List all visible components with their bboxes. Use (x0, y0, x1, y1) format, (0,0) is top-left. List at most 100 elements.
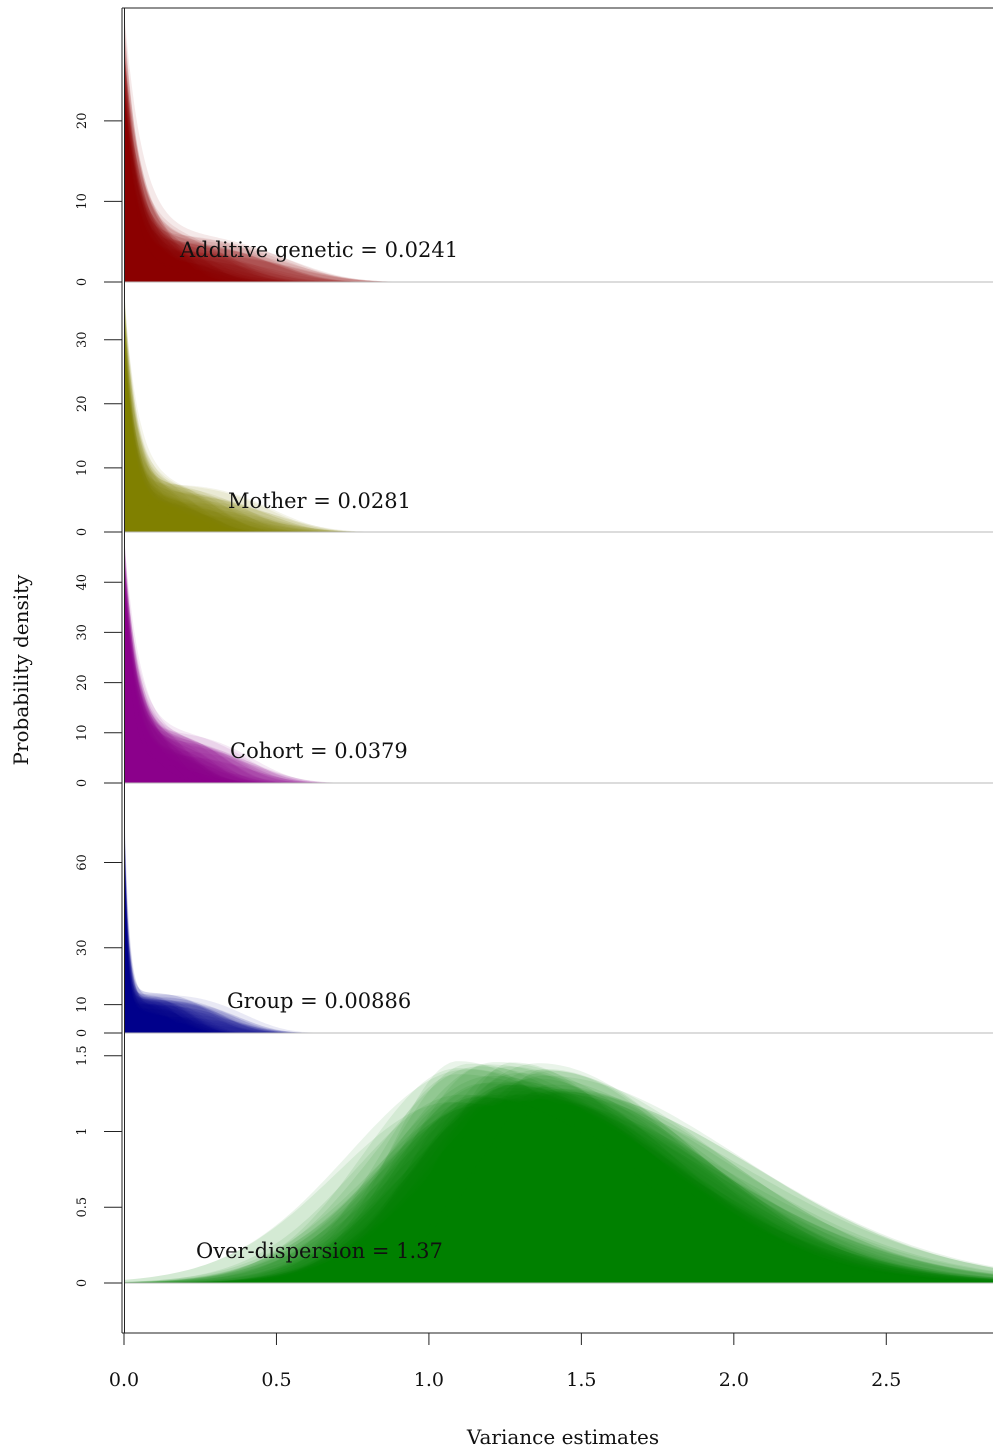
density-sample-curve (124, 1104, 993, 1283)
x-tick-label: 1.5 (566, 1369, 596, 1391)
density-sample-curve (124, 534, 399, 783)
density-sample-curve (124, 324, 399, 532)
density-sample-curve (124, 783, 399, 1033)
density-sample-curve (124, 295, 399, 532)
density-sample-curve (124, 1106, 993, 1283)
density-sample-curve (124, 291, 399, 532)
density-sample-curve (124, 15, 399, 282)
density-sample-curve (124, 854, 399, 1033)
density-sample-curve (124, 350, 399, 532)
density-sample-curve (124, 91, 399, 282)
density-sample-curve (124, 831, 399, 1033)
density-sample-curve (124, 327, 399, 532)
density-sample-curve (124, 1089, 993, 1283)
density-sample-curve (124, 380, 399, 532)
density-sample-curve (124, 92, 399, 283)
density-sample-curve (124, 23, 399, 283)
density-sample-curve (124, 552, 399, 783)
density-sample-curve (124, 1066, 993, 1283)
density-sample-curve (124, 71, 399, 282)
density-sample-curve (124, 575, 399, 783)
density-sample-curve (124, 1063, 993, 1283)
density-sample-curve (124, 794, 399, 1033)
density-sample-curve (124, 1099, 993, 1283)
density-sample-curve (124, 553, 399, 783)
density-sample-curve (124, 54, 399, 282)
density-sample-curve (124, 387, 399, 532)
density-sample-curve (124, 52, 399, 282)
x-tick-label: 2.0 (719, 1369, 749, 1391)
density-sample-curve (124, 856, 399, 1033)
density-sample-curve (124, 308, 399, 532)
x-tick-label: 0.5 (261, 1369, 291, 1391)
density-sample-curve (124, 836, 399, 1033)
density-sample-curve (124, 818, 399, 1033)
y-tick-label: 30 (75, 331, 90, 348)
density-sample-curve (124, 1062, 993, 1283)
density-sample-curve (124, 556, 399, 783)
density-sample-curve (124, 84, 399, 282)
density-sample-curve (124, 1099, 993, 1283)
density-sample-curve (124, 837, 399, 1033)
density-sample-curve (124, 307, 399, 532)
density-sample-curve (124, 122, 399, 283)
density-sample-curve (124, 567, 399, 783)
density-sample-curve (124, 1091, 993, 1283)
density-sample-curve (124, 34, 399, 283)
density-sample-curve (124, 1084, 993, 1283)
density-sample-curve (124, 570, 399, 783)
density-sample-curve (124, 118, 399, 282)
density-sample-curve (124, 582, 399, 783)
density-sample-curve (124, 74, 399, 282)
density-sample-curve (124, 844, 399, 1033)
density-sample-curve (124, 348, 399, 532)
density-sample-curve (124, 349, 399, 532)
density-sample-curve (124, 293, 399, 532)
density-sample-curve (124, 51, 399, 283)
density-sample-curve (124, 629, 399, 783)
density-sample-curve (124, 543, 399, 783)
density-sample-curve (124, 641, 399, 783)
density-sample-curve (124, 844, 399, 1033)
density-sample-curve (124, 308, 399, 532)
y-tick-label: 0.5 (75, 1197, 90, 1218)
density-sample-curve (124, 105, 399, 282)
density-sample-curve (124, 824, 399, 1033)
density-sample-curve (124, 561, 399, 783)
density-sample-curve (124, 309, 399, 532)
density-sample-curve (124, 85, 399, 282)
density-sample-curve (124, 66, 399, 283)
density-sample-curve (124, 92, 399, 282)
density-sample-curve (124, 554, 399, 783)
density-sample-curve (124, 597, 399, 783)
density-sample-curve (124, 800, 399, 1033)
density-sample-curve (124, 93, 399, 282)
panel-3: Cohort = 0.0379 (124, 532, 993, 784)
density-sample-curve (124, 130, 399, 282)
density-sample-curve (124, 843, 399, 1033)
density-sample-curve (124, 348, 399, 532)
density-sample-curve (124, 1078, 993, 1283)
density-sample-curve (124, 577, 399, 783)
density-sample-curve (124, 1098, 993, 1283)
density-sample-curve (124, 74, 399, 282)
density-sample-curve (124, 79, 399, 282)
panel-5: Over-dispersion = 1.37 (124, 1061, 993, 1284)
density-sample-curve (124, 783, 399, 1033)
density-sample-curve (124, 830, 399, 1033)
density-sample-curve (124, 311, 399, 532)
y-tick-label: 0 (75, 1029, 90, 1037)
y-tick-label: 10 (75, 996, 90, 1013)
density-sample-curve (124, 799, 399, 1033)
density-sample-curve (124, 574, 399, 783)
density-sample-curve (124, 845, 399, 1033)
panel-label: Cohort = 0.0379 (230, 739, 408, 763)
y-tick-label: 0 (75, 1279, 90, 1287)
density-sample-curve (124, 603, 399, 783)
x-axis-title: Variance estimates (466, 1425, 659, 1449)
panel-label: Mother = 0.0281 (228, 489, 411, 513)
density-sample-curve (124, 790, 399, 1033)
density-sample-curve (124, 102, 399, 282)
density-sample-curve (124, 11, 399, 283)
density-sample-curve (124, 1087, 993, 1283)
